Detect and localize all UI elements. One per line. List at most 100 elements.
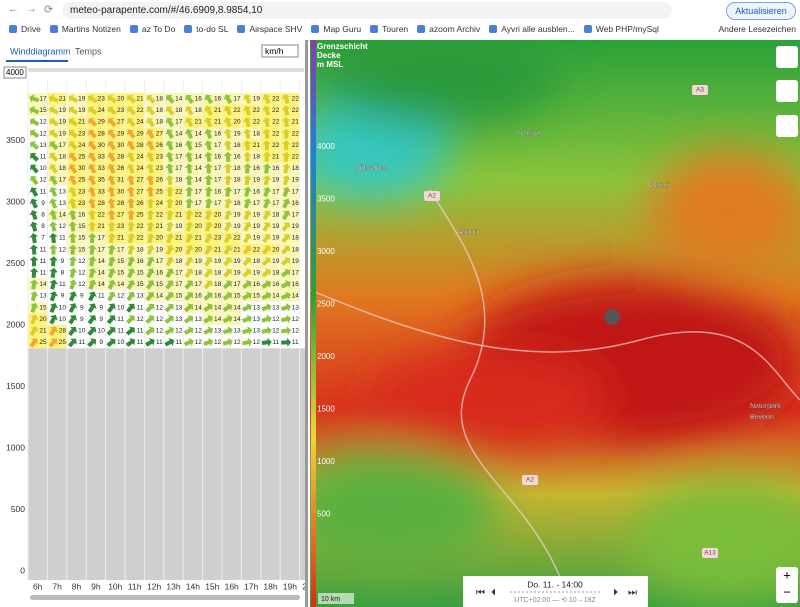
wind-speed: 20 <box>272 246 280 253</box>
wind-speed: 20 <box>39 316 47 323</box>
bookmark[interactable]: Touren <box>370 21 408 38</box>
wind-cell <box>261 151 280 163</box>
wind-speed: 12 <box>195 328 203 335</box>
wind-cell <box>144 93 164 105</box>
wind-cell <box>47 278 67 291</box>
last-button[interactable]: ⏭ <box>628 588 637 599</box>
tab[interactable]: Winddiagramm <box>10 46 71 56</box>
bookmark[interactable]: Ayvri alle ausblen... <box>489 21 575 38</box>
wind-cell <box>106 185 125 198</box>
chart-button[interactable] <box>776 115 798 137</box>
wind-cell <box>280 116 300 128</box>
url-bar[interactable]: meteo-parapente.com/#/46.6909,8.9854,10 <box>62 2 672 19</box>
wind-arrow <box>261 314 272 324</box>
wind-arrow <box>165 268 175 279</box>
other-bookmarks[interactable]: Andere Lesezeichen <box>712 21 796 38</box>
wind-speed: 18 <box>214 270 222 277</box>
wind-cell <box>280 104 300 117</box>
bookmark[interactable]: Web PHP/mySql <box>583 21 659 38</box>
zoom-control[interactable] <box>776 567 798 603</box>
wind-arrow <box>223 105 232 116</box>
search-button[interactable] <box>776 46 798 68</box>
wind-speed: 14 <box>233 304 241 311</box>
wind-speed: 10 <box>78 328 86 335</box>
wind-arrow <box>126 233 136 244</box>
altitude-select[interactable] <box>3 66 27 79</box>
prev-button[interactable]: ⏴ <box>491 588 496 599</box>
wind-arrow <box>29 291 39 302</box>
wind-speed: 18 <box>253 154 261 161</box>
first-button[interactable]: ⏮ <box>476 588 485 599</box>
zoom-out[interactable]: − <box>783 584 791 599</box>
reload-button[interactable]: ⟳ <box>44 4 54 16</box>
wind-speed: 17 <box>59 177 67 184</box>
wind-speed: 14 <box>214 304 222 311</box>
wind-arrow <box>262 128 272 139</box>
zoom-in[interactable]: + <box>783 567 791 582</box>
wind-speed: 20 <box>214 223 222 230</box>
wind-arrow <box>165 233 175 244</box>
wind-speed: 18 <box>175 177 183 184</box>
wind-cell <box>67 243 86 256</box>
wind-speed: 28 <box>59 328 67 335</box>
wind-speed: 16 <box>214 293 222 300</box>
unit-select[interactable] <box>261 44 299 58</box>
wind-speed: 8 <box>61 270 65 277</box>
wind-speed: 9 <box>99 316 103 323</box>
wind-arrow <box>242 337 253 347</box>
bookmark[interactable]: Drive <box>9 21 41 38</box>
wind-speed: 13 <box>214 328 222 335</box>
wind-arrow <box>203 314 213 324</box>
wind-panel: Winddiagramm Temps km/h4000350030002500200… <box>0 40 308 607</box>
wind-arrow <box>87 327 97 336</box>
bookmark[interactable]: Martins Notizen <box>49 21 121 38</box>
wind-speed: 19 <box>78 96 86 103</box>
location-pin[interactable] <box>604 309 621 346</box>
wind-arrow <box>242 326 253 335</box>
wind-speed: 18 <box>272 212 280 219</box>
wind-speed: 17 <box>59 142 67 149</box>
wind-speed: 19 <box>156 246 164 253</box>
wind-arrow <box>243 175 253 186</box>
wind-arrow <box>88 279 97 290</box>
wind-arrow <box>223 128 233 139</box>
wind-speed: 26 <box>156 142 164 149</box>
wind-speed: 22 <box>175 188 183 195</box>
wind-cell <box>28 243 47 256</box>
wind-speed: 30 <box>117 188 125 195</box>
altitude-label: 2000 <box>6 319 25 329</box>
wind-cell <box>144 197 164 209</box>
wind-arrow <box>280 268 291 278</box>
tab[interactable]: Temps <box>75 46 102 56</box>
forward-button[interactable]: → <box>26 3 37 15</box>
wind-arrow <box>68 326 77 336</box>
bookmark[interactable]: azoom Archiv <box>417 21 480 38</box>
wind-speed: 9 <box>41 200 45 207</box>
update-button[interactable]: Aktualisieren <box>726 2 796 20</box>
wind-speed: 17 <box>98 235 106 242</box>
wind-arrow <box>107 94 117 104</box>
wind-arrow <box>204 209 214 221</box>
settings-button[interactable] <box>776 80 798 102</box>
next-button[interactable]: ⏵ <box>613 588 618 599</box>
bookmark[interactable]: Map Guru <box>311 21 361 38</box>
back-button[interactable]: ← <box>8 3 19 15</box>
bottom-scrollbar[interactable] <box>30 595 300 600</box>
wind-cell <box>67 139 86 151</box>
wind-speed: 22 <box>98 212 106 219</box>
wind-arrow <box>242 163 252 174</box>
wind-arrow <box>184 256 194 267</box>
wind-arrow <box>262 210 272 221</box>
wind-cell <box>183 162 203 175</box>
wind-arrow <box>49 303 58 313</box>
wind-speed: 10 <box>98 328 106 335</box>
wind-arrow <box>184 280 194 290</box>
wind-cell <box>280 162 300 175</box>
place-label: Altdorf <box>458 229 478 236</box>
wind-arrow <box>223 186 233 197</box>
url: meteo-parapente.com/#/46.6909,8.9854,10 <box>70 5 263 16</box>
bookmark[interactable]: az To Do <box>129 21 175 38</box>
bookmark[interactable]: Airspace SHV <box>237 21 302 38</box>
bookmark[interactable]: to-do SL <box>184 21 228 38</box>
wind-arrow <box>29 175 39 186</box>
